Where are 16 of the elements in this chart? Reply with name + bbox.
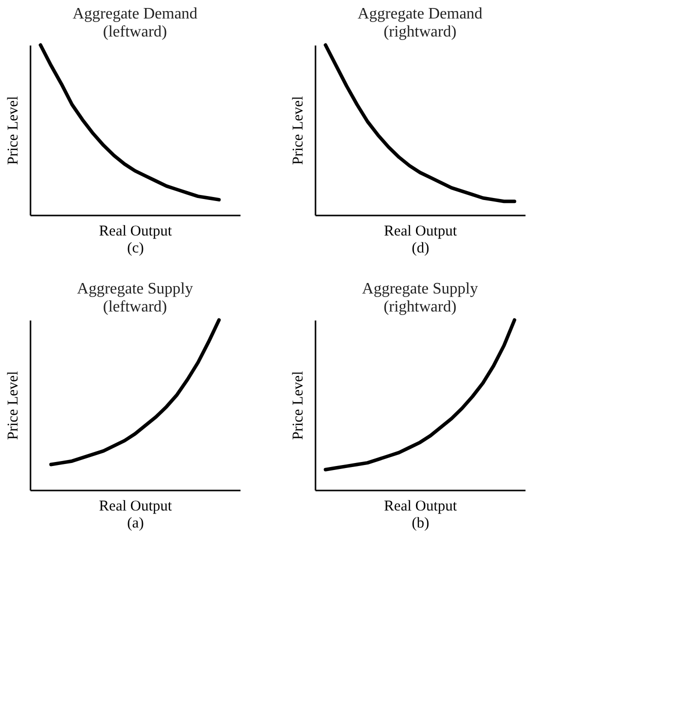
text: (b): [412, 516, 430, 532]
y-axis-title: Price Level: [6, 96, 22, 165]
text: (c): [127, 240, 144, 256]
y-axis-title: Price Level: [6, 371, 22, 440]
chart-title: Aggregate Demand (leftward): [72, 5, 198, 40]
chart-title: Aggregate Supply (rightward): [362, 280, 478, 316]
chart-title: Aggregate Supply (leftward): [77, 280, 193, 316]
x-axis-title: Real Output: [99, 224, 173, 240]
x-axis-title: Real Output: [384, 498, 458, 514]
x-axis-title: Real Output: [99, 498, 173, 514]
text: (d): [412, 240, 430, 256]
chart-title: Aggregate Demand (rightward): [358, 5, 482, 40]
y-axis-title: Price Level: [290, 371, 306, 440]
x-axis-title: Real Output: [384, 224, 458, 240]
text: (a): [127, 516, 144, 532]
y-axis-title: Price Level: [290, 96, 306, 165]
